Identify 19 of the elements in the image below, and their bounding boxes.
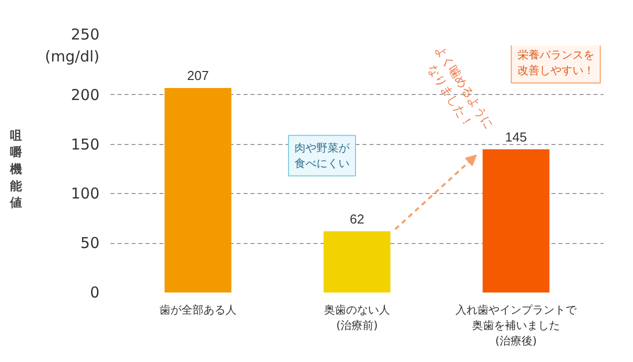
data-label: 62 [350, 211, 364, 226]
data-label: 145 [505, 129, 527, 144]
x-tick-label: 奥歯のない人 (治療前) [324, 304, 390, 332]
bar [324, 231, 390, 292]
annotation: 肉や野菜が食べにくい [294, 141, 351, 170]
bar [164, 88, 232, 292]
data-label: 207 [187, 68, 209, 84]
y-axis-title: 咀嚼機能値 [8, 128, 23, 210]
bar [482, 149, 550, 292]
y-tick-label: 50 [80, 234, 100, 252]
y-tick-label: 200 [70, 86, 100, 104]
y-tick-label: 100 [70, 184, 100, 203]
annotation: 栄養バランスを改善しやすい！ [517, 48, 594, 78]
y-tick-label: 150 [70, 135, 100, 154]
x-tick-label: 歯が全部ある人 [159, 304, 236, 316]
y-tick-label: 250 (mg/dl) [44, 26, 100, 66]
x-tick-label: 入れ歯やインプラントで奥歯を補いました (治療後) [456, 304, 578, 348]
annotation: よく噛めるようになりました！ [425, 42, 496, 132]
y-tick-label: 0 [90, 284, 100, 302]
